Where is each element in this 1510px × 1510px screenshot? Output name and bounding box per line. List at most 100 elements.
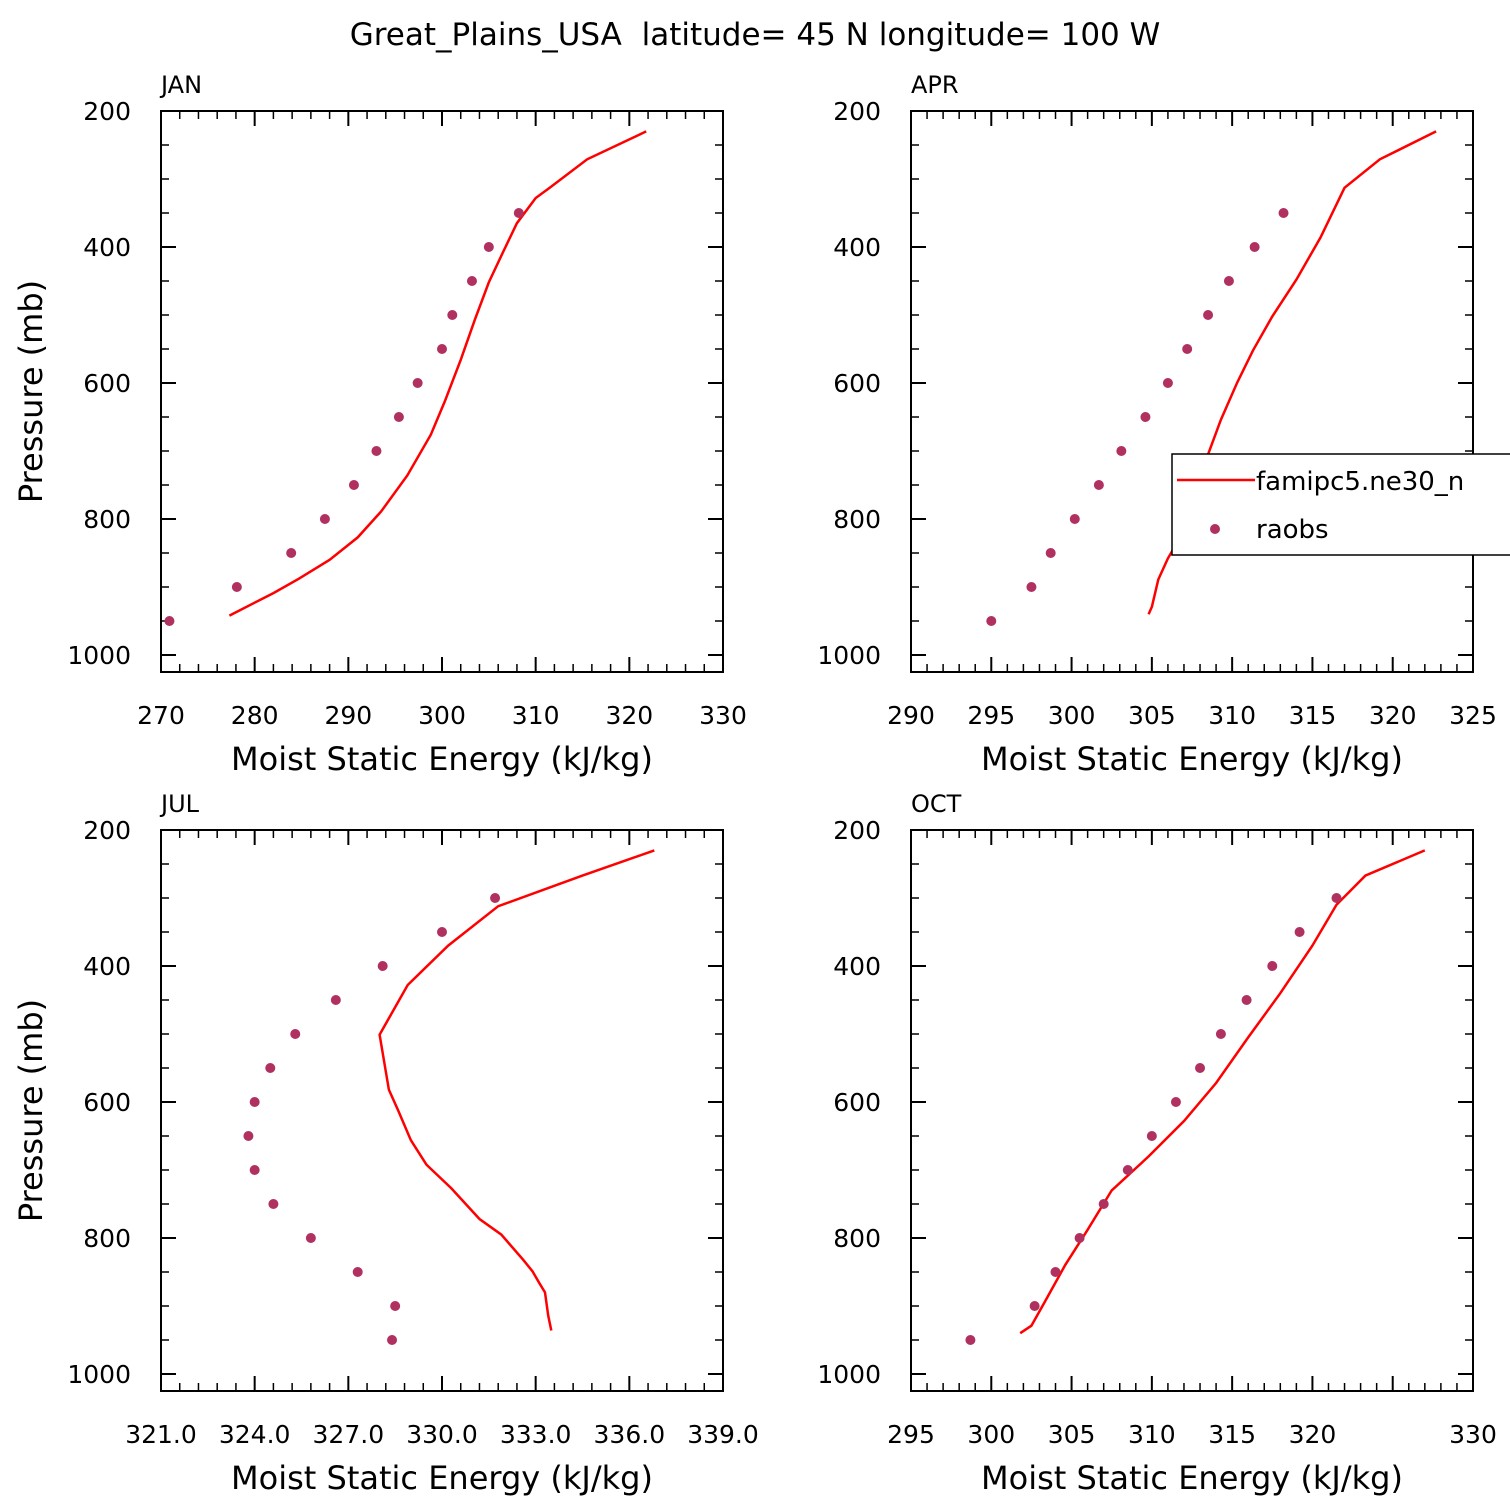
obs-point [390,1301,401,1311]
y-tick-label: 1000 [67,1360,131,1389]
y-tick-label: 400 [83,952,131,981]
y-tick-label: 600 [833,1088,881,1117]
x-tick-label: 324.0 [219,1420,291,1449]
panel-label: OCT [911,790,962,818]
obs-point [305,1233,316,1243]
x-axis-label: Moist Static Energy (kJ/kg) [231,1459,653,1497]
x-tick-label: 295 [887,1420,935,1449]
obs-point [393,412,404,422]
plot-frame [160,110,724,673]
x-tick-label: 330.0 [406,1420,478,1449]
y-tick-label: 800 [833,1224,881,1253]
y-axis-label: Pressure (mb) [12,280,50,503]
x-tick-label: 339.0 [687,1420,759,1449]
obs-point [513,208,524,218]
y-tick-label: 800 [833,505,881,534]
obs-point [965,1335,976,1345]
y-tick-label: 200 [83,97,131,126]
y-tick-label: 400 [833,952,881,981]
x-tick-label: 333.0 [500,1420,572,1449]
panel-label: JAN [159,71,202,99]
y-tick-label: 600 [83,369,131,398]
obs-point [348,480,359,490]
obs-point [231,582,242,592]
y-tick-label: 400 [83,233,131,262]
obs-point [1203,310,1214,320]
x-tick-label: 320 [1369,701,1417,730]
obs-point [483,242,494,252]
y-tick-label: 200 [833,97,881,126]
figure-title: Great_Plains_USA latitude= 45 N longitud… [350,17,1161,53]
obs-point [1140,412,1151,422]
series-line-model [378,849,655,1331]
x-tick-label: 300 [967,1420,1015,1449]
series-line-model [1019,849,1426,1335]
obs-point [249,1165,260,1175]
y-tick-label: 200 [83,816,131,845]
obs-point [268,1199,279,1209]
obs-point [249,1097,260,1107]
x-tick-label: 300 [418,701,466,730]
x-tick-label: 310 [512,701,560,730]
y-tick-label: 1000 [817,1360,881,1389]
y-tick-label: 800 [83,505,131,534]
x-tick-label: 327.0 [313,1420,385,1449]
x-tick-label: 315 [1208,1420,1256,1449]
plot-frame [160,829,724,1392]
obs-point [1122,1165,1133,1175]
panel-jul: JUL 200 400 600 800 1000 321.0 324.0 327.0 330.0 3… [12,790,759,1497]
x-tick-label: 305 [1128,701,1176,730]
obs-point [1098,1199,1109,1209]
panel-label: JUL [159,790,200,818]
obs-point [1050,1267,1061,1277]
x-tick-label: 310 [1128,1420,1176,1449]
obs-point [1241,995,1252,1005]
y-tick-label: 600 [833,369,881,398]
x-tick-label: 320 [1289,1420,1337,1449]
x-tick-label: 300 [1048,701,1096,730]
panel-oct: OCT 200 400 600 800 1000 295 300 305 310 315 320 330… [817,790,1496,1497]
obs-point [1093,480,1104,490]
legend-label-obs: raobs [1256,515,1329,545]
obs-point [412,378,423,388]
obs-point [1195,1063,1206,1073]
obs-point [319,514,330,524]
obs-point [243,1131,254,1141]
panel-jan: JAN 200 400 600 800 1000 270 280 290 300 310 320 330… [12,71,747,778]
y-axis-label: Pressure (mb) [12,999,50,1222]
y-tick-label: 600 [83,1088,131,1117]
obs-point [1182,344,1193,354]
y-tick-label: 1000 [67,641,131,670]
x-axis-label: Moist Static Energy (kJ/kg) [981,740,1403,778]
obs-point [286,548,297,558]
obs-point [437,927,447,937]
y-tick-label: 800 [83,1224,131,1253]
legend-box [1171,453,1510,556]
obs-point [290,1029,301,1039]
obs-point [1045,548,1056,558]
obs-point [1223,276,1234,286]
obs-point [265,1063,276,1073]
x-tick-label: 305 [1048,1420,1096,1449]
obs-point [1162,378,1173,388]
obs-point [1249,242,1260,252]
y-tick-label: 200 [833,816,881,845]
x-tick-label: 336.0 [594,1420,666,1449]
panel-apr: APR 200 400 600 800 1000 290 295 300 305 310 315 320… [817,71,1496,778]
x-tick-label: 290 [324,701,372,730]
x-tick-label: 330 [1449,1420,1497,1449]
series-line-model [228,130,647,617]
x-axis-label: Moist Static Energy (kJ/kg) [981,1459,1403,1497]
obs-point [371,446,382,456]
x-tick-label: 315 [1289,701,1337,730]
x-axis-label: Moist Static Energy (kJ/kg) [231,740,653,778]
obs-point [986,616,997,626]
x-tick-label: 321.0 [125,1420,197,1449]
x-tick-label: 290 [887,701,935,730]
panels: JAN 200 400 600 800 1000 270 280 290 300 310 320 330… [12,71,1497,1497]
x-tick-label: 295 [967,701,1015,730]
obs-point [1026,582,1037,592]
x-tick-label: 310 [1208,701,1256,730]
panel-label: APR [911,71,959,99]
obs-point [490,893,501,903]
